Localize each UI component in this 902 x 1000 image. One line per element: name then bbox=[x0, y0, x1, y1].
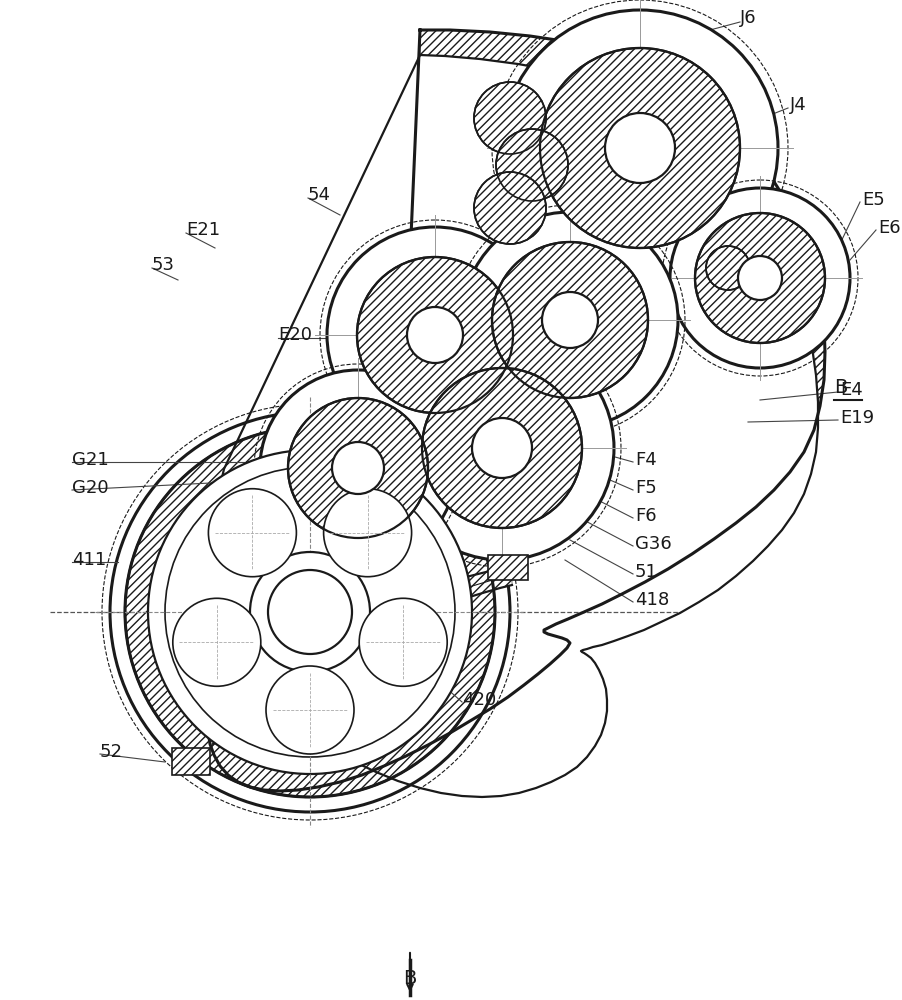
Polygon shape bbox=[172, 748, 210, 775]
Circle shape bbox=[474, 172, 546, 244]
Circle shape bbox=[540, 48, 740, 248]
Text: 418: 418 bbox=[635, 591, 669, 609]
Circle shape bbox=[496, 129, 568, 201]
Circle shape bbox=[706, 246, 750, 290]
Circle shape bbox=[260, 370, 456, 566]
Circle shape bbox=[670, 188, 850, 368]
Text: 51: 51 bbox=[635, 563, 658, 581]
Circle shape bbox=[327, 227, 543, 443]
Text: E19: E19 bbox=[840, 409, 874, 427]
Circle shape bbox=[148, 450, 472, 774]
Circle shape bbox=[462, 212, 678, 428]
Text: F6: F6 bbox=[635, 507, 657, 525]
Polygon shape bbox=[213, 55, 818, 797]
Circle shape bbox=[492, 242, 648, 398]
Text: F5: F5 bbox=[635, 479, 657, 497]
Text: 54: 54 bbox=[308, 186, 331, 204]
Text: E5: E5 bbox=[862, 191, 885, 209]
Circle shape bbox=[605, 113, 675, 183]
Text: G20: G20 bbox=[72, 479, 108, 497]
Circle shape bbox=[250, 552, 370, 672]
Text: J4: J4 bbox=[790, 96, 806, 114]
Text: E20: E20 bbox=[278, 326, 312, 344]
Text: E21: E21 bbox=[186, 221, 220, 239]
Text: 52: 52 bbox=[100, 743, 123, 761]
Text: 411: 411 bbox=[72, 551, 106, 569]
Text: G36: G36 bbox=[635, 535, 672, 553]
Circle shape bbox=[390, 336, 614, 560]
Polygon shape bbox=[213, 565, 512, 744]
Circle shape bbox=[502, 10, 778, 286]
Circle shape bbox=[268, 570, 352, 654]
Text: 53: 53 bbox=[152, 256, 175, 274]
Circle shape bbox=[542, 292, 598, 348]
Circle shape bbox=[357, 257, 513, 413]
Circle shape bbox=[738, 256, 782, 300]
Text: G21: G21 bbox=[72, 451, 109, 469]
Circle shape bbox=[474, 82, 546, 154]
Polygon shape bbox=[488, 555, 528, 580]
Circle shape bbox=[208, 489, 297, 577]
Polygon shape bbox=[208, 30, 825, 797]
Circle shape bbox=[266, 666, 354, 754]
Text: B: B bbox=[403, 968, 417, 988]
Circle shape bbox=[110, 412, 510, 812]
Text: F4: F4 bbox=[635, 451, 657, 469]
Circle shape bbox=[165, 467, 455, 757]
Circle shape bbox=[125, 427, 495, 797]
Circle shape bbox=[422, 368, 582, 528]
Text: B: B bbox=[834, 378, 847, 397]
Circle shape bbox=[324, 489, 411, 577]
Circle shape bbox=[332, 442, 384, 494]
Circle shape bbox=[288, 398, 428, 538]
Text: E4: E4 bbox=[840, 381, 862, 399]
Text: J6: J6 bbox=[740, 9, 757, 27]
Circle shape bbox=[359, 598, 447, 686]
Circle shape bbox=[472, 418, 532, 478]
Circle shape bbox=[407, 307, 463, 363]
Circle shape bbox=[173, 598, 261, 686]
Text: E6: E6 bbox=[878, 219, 900, 237]
Text: 420: 420 bbox=[462, 691, 496, 709]
Circle shape bbox=[695, 213, 825, 343]
